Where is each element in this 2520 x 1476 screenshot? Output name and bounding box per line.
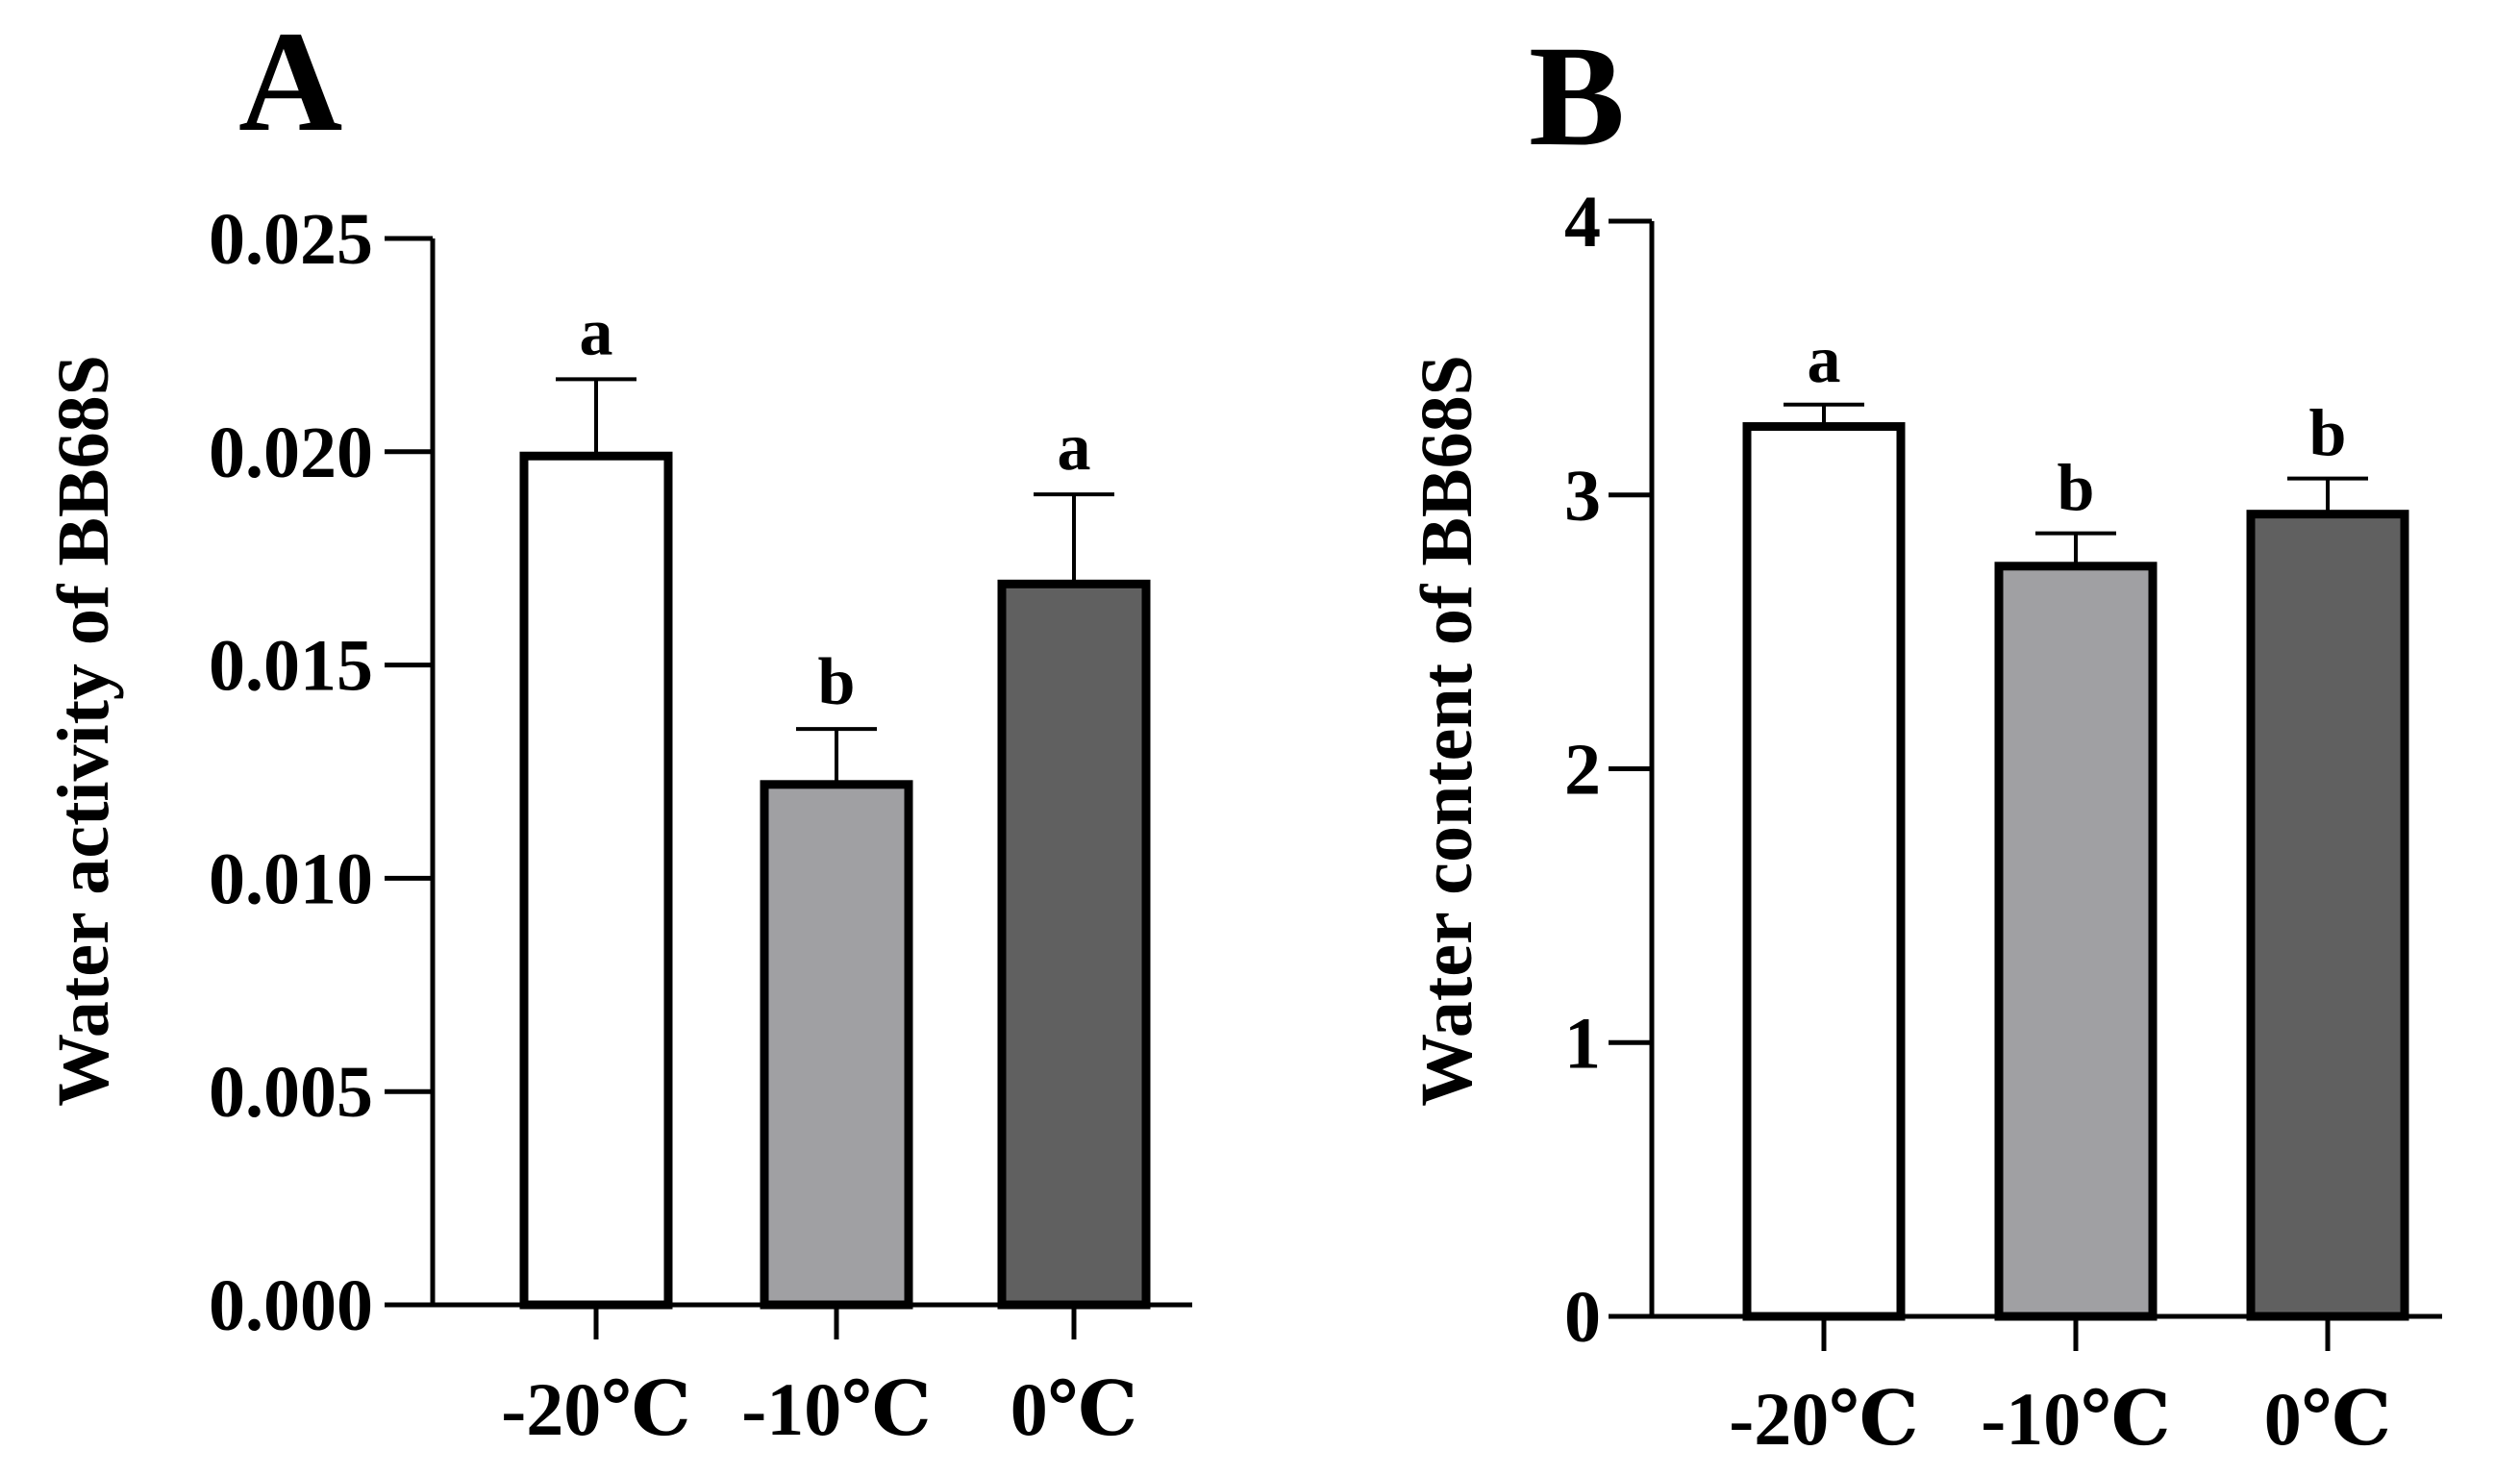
- a-y-tick-label: 0.025: [209, 199, 373, 280]
- a-y-tick-label: 0.000: [209, 1265, 373, 1346]
- a-bar: [519, 451, 673, 1310]
- b-bar: [1742, 422, 1906, 1321]
- a-significance-label: b: [818, 645, 856, 719]
- a-bar: [997, 579, 1151, 1310]
- b-category-label: -10℃: [1981, 1377, 2170, 1461]
- a-category-label: 0℃: [1010, 1367, 1137, 1451]
- a-y-tick-label: 0.005: [209, 1052, 373, 1133]
- panel-b-letter: B: [1529, 16, 1625, 176]
- panel-b-chart: B 0 1 2 3 4 Water content of BB68S a -20℃ b -10℃ b…: [1407, 16, 2442, 1461]
- a-y-tick-label: 0.010: [209, 838, 373, 919]
- a-significance-label: a: [1058, 411, 1091, 485]
- b-y-tick-label: 0: [1564, 1277, 1601, 1358]
- b-significance-label: b: [2058, 452, 2095, 526]
- a-y-tick-label: 0.015: [209, 626, 373, 707]
- b-bar: [2246, 510, 2409, 1321]
- b-significance-label: b: [2309, 397, 2347, 471]
- b-y-axis-title: Water content of BB68S: [1407, 355, 1487, 1107]
- b-y-tick-label: 3: [1564, 456, 1601, 537]
- b-significance-label: a: [1808, 323, 1841, 397]
- a-category-label: -10℃: [741, 1367, 931, 1451]
- b-category-label: 0℃: [2264, 1377, 2391, 1461]
- panel-a-chart: A 0.000 0.005 0.010 0.015 0.020 0.025 Water ac…: [43, 2, 1192, 1451]
- a-category-label: -20℃: [501, 1367, 690, 1451]
- b-y-tick-label: 2: [1564, 730, 1601, 811]
- a-y-axis-title: Water activity of BB68S: [43, 355, 124, 1107]
- a-y-tick-label: 0.020: [209, 413, 373, 493]
- b-bar: [1994, 562, 2158, 1321]
- a-significance-label: a: [580, 295, 613, 369]
- b-y-tick-label: 1: [1564, 1003, 1601, 1084]
- a-bar: [760, 780, 913, 1310]
- b-category-label: -20℃: [1729, 1377, 1918, 1461]
- b-y-tick-label: 4: [1564, 182, 1601, 263]
- panel-a-letter: A: [238, 2, 342, 162]
